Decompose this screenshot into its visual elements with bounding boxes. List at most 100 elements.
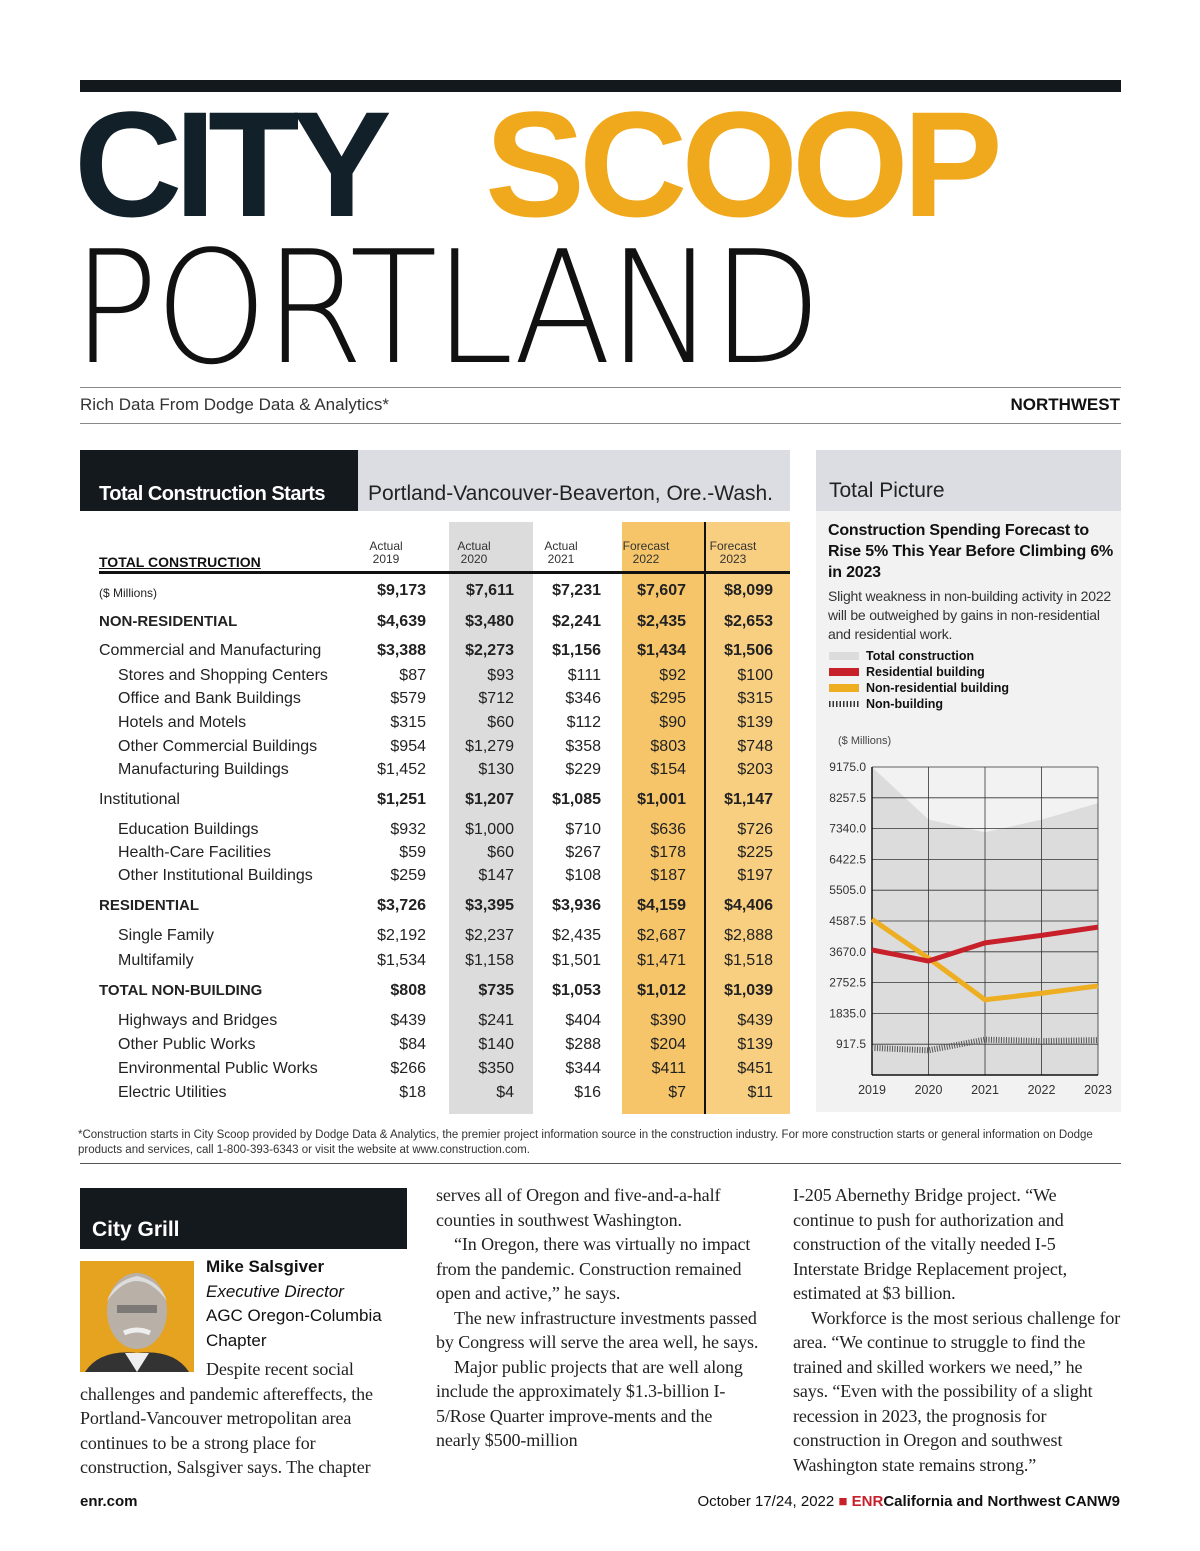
- row-label: Other Public Works: [118, 1036, 256, 1053]
- table-row: Institutional $1,251 $1,207 $1,085 $1,001 $1,…: [99, 790, 779, 812]
- paragraph: Workforce is the most serious challenge …: [793, 1307, 1121, 1475]
- row-label: RESIDENTIAL: [99, 897, 200, 914]
- row-value: $60: [487, 844, 514, 861]
- article-col2: serves all of Oregon and five-and-a-half…: [436, 1183, 761, 1453]
- row-value: $204: [650, 1036, 686, 1053]
- panel-description: Slight weakness in non-building activity…: [828, 588, 1112, 642]
- paragraph: The new infrastructure investments passe…: [436, 1307, 759, 1353]
- row-value: $390: [650, 1012, 686, 1029]
- table-row: TOTAL NON-BUILDING $808 $735 $1,053 $1,012 $1…: [99, 981, 779, 1003]
- row-value: $710: [565, 821, 601, 838]
- divider: [80, 1163, 1121, 1164]
- column-shade-forecast-2023: [705, 522, 790, 1114]
- column-year: 2019: [372, 552, 400, 566]
- masthead-portland: PORTLAND: [72, 217, 822, 399]
- table-row: Health-Care Facilities $59 $60 $267 $178 $225: [99, 843, 779, 865]
- table-row: NON-RESIDENTIAL $4,639 $3,480 $2,241 $2,435 $…: [99, 612, 779, 634]
- series-line-nonresidential: [870, 917, 1099, 1003]
- footer-date: October 17/24, 2022: [697, 1493, 835, 1510]
- author-role: Executive Director: [206, 1281, 344, 1301]
- row-value: $358: [565, 738, 601, 755]
- row-value: $954: [390, 738, 426, 755]
- row-value: $90: [659, 714, 686, 731]
- row-value: $1,156: [552, 642, 601, 659]
- column-year: 2021: [547, 552, 575, 566]
- row-value: $7: [668, 1084, 686, 1101]
- row-label: Stores and Shopping Centers: [118, 667, 328, 684]
- row-value: $92: [659, 667, 686, 684]
- row-value: $4: [496, 1084, 514, 1101]
- column-header: Forecast 2022: [606, 540, 686, 566]
- table-row: Electric Utilities $18 $4 $16 $7 $11: [99, 1083, 779, 1105]
- legend-total: Total construction: [829, 649, 974, 663]
- row-value: $2,192: [377, 927, 426, 944]
- footnote: *Construction starts in City Scoop provi…: [78, 1129, 1093, 1156]
- author-org: AGC Oregon-Columbia Chapter: [206, 1306, 382, 1350]
- column-type: Actual: [457, 539, 491, 553]
- row-value: $3,726: [377, 897, 426, 914]
- row-label: Environmental Public Works: [118, 1060, 318, 1077]
- row-value: $100: [737, 667, 773, 684]
- row-value: $2,687: [637, 927, 686, 944]
- article-col3: I-205 Abernethy Bridge project. “We cont…: [793, 1183, 1121, 1477]
- row-label: Hotels and Motels: [118, 714, 247, 731]
- footer-info: October 17/24, 2022 ■ ENRCalifornia and …: [697, 1493, 1120, 1510]
- paragraph: I-205 Abernethy Bridge project. “We cont…: [793, 1185, 1068, 1303]
- y-axis-label: ($ Millions): [838, 735, 892, 747]
- row-label: Multifamily: [118, 952, 194, 969]
- row-label: Institutional: [99, 791, 180, 808]
- row-label: Commercial and Manufacturing: [99, 642, 322, 659]
- table-row: Other Institutional Buildings $259 $147 $10…: [99, 866, 779, 888]
- subtitle: Rich Data From Dodge Data & Analytics*: [80, 395, 389, 414]
- row-value: $1,012: [637, 982, 686, 999]
- row-value: $579: [390, 690, 426, 707]
- row-value: $404: [565, 1012, 601, 1029]
- row-value: $7,231: [552, 582, 601, 599]
- row-value: $2,237: [465, 927, 514, 944]
- author-name: Mike Salsgiver: [206, 1257, 325, 1276]
- series-line-residential: [871, 924, 1099, 964]
- row-label: NON-RESIDENTIAL: [99, 613, 238, 630]
- row-value: $8,099: [724, 582, 773, 599]
- column-year: 2023: [719, 552, 747, 566]
- footer-edition: California and Northwest CANW9: [883, 1493, 1120, 1510]
- column-shade-2020: [449, 522, 533, 1114]
- row-value: $140: [478, 1036, 514, 1053]
- masthead-city: CITY: [74, 80, 392, 248]
- table-row: RESIDENTIAL $3,726 $3,395 $3,936 $4,159 $4,40…: [99, 896, 779, 918]
- row-value: $1,039: [724, 982, 773, 999]
- paragraph: serves all of Oregon and five-and-a-half…: [436, 1185, 721, 1230]
- author-block: Mike Salsgiver Executive Director AGC Or…: [206, 1255, 406, 1353]
- y-tick-label: 4587.5: [829, 914, 866, 928]
- row-value: $16: [574, 1084, 601, 1101]
- row-value: $139: [737, 1036, 773, 1053]
- x-tick-label: 2021: [971, 1083, 999, 1097]
- row-value: $93: [487, 667, 514, 684]
- row-value: $344: [565, 1060, 601, 1077]
- line-chart: 9175.0 8257.5 7340.0 6422.5 5505.0 4587.5 3670…: [829, 760, 1112, 1097]
- row-value: $748: [737, 738, 773, 755]
- row-value: $636: [650, 821, 686, 838]
- row-value: $808: [390, 982, 426, 999]
- paragraph: Major public projects that are well alon…: [436, 1356, 743, 1451]
- row-value: $18: [399, 1084, 426, 1101]
- row-value: $1,518: [724, 952, 773, 969]
- row-value: $1,085: [552, 791, 601, 808]
- panel-title: Construction Spending Forecast to Rise 5…: [828, 522, 1114, 581]
- y-tick-label: 7340.0: [829, 822, 866, 836]
- row-value: $187: [650, 867, 686, 884]
- y-tick-label: 5505.0: [829, 883, 866, 897]
- legend-swatch: [829, 668, 859, 676]
- row-value: $288: [565, 1036, 601, 1053]
- column-year: 2020: [460, 552, 488, 566]
- table-row: Commercial and Manufacturing $3,388 $2,273…: [99, 641, 779, 663]
- row-value: $7,607: [637, 582, 686, 599]
- column-header: Actual 2021: [521, 540, 601, 566]
- row-label: Manufacturing Buildings: [118, 761, 289, 778]
- footer-site: enr.com: [80, 1493, 138, 1510]
- y-tick-label: 3670.0: [829, 945, 866, 959]
- row-value: $139: [737, 714, 773, 731]
- x-tick-label: 2022: [1028, 1083, 1056, 1097]
- row-value: $11: [747, 1084, 773, 1101]
- row-value: $229: [565, 761, 601, 778]
